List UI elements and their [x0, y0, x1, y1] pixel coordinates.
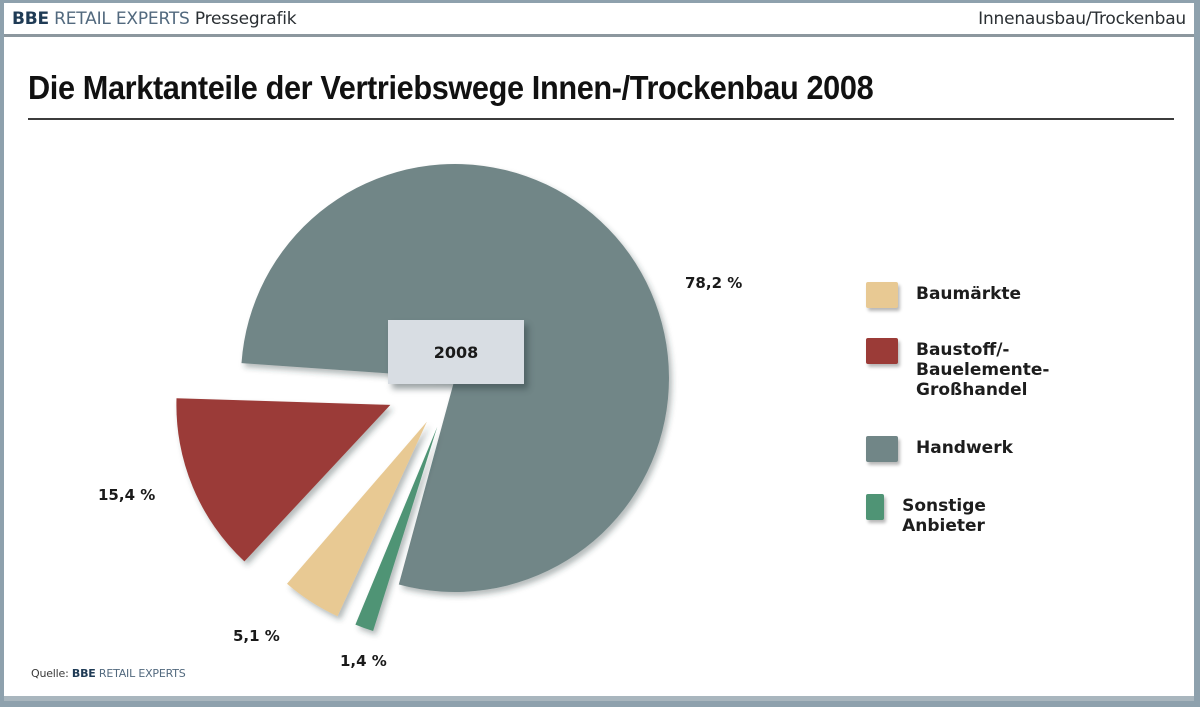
label-handwerk: 78,2 %	[685, 274, 743, 292]
pie-slice-baumaerkte	[287, 421, 427, 617]
legend-label: Baumärkte	[916, 284, 1022, 304]
chart-title: Die Marktanteile der Vertriebswege Innen…	[28, 69, 874, 106]
pie-slice-baustoff	[176, 398, 391, 562]
chart-frame: BBE RETAIL EXPERTS Pressegrafik Innenaus…	[4, 3, 1194, 701]
pie-slice-sonstige	[355, 426, 438, 631]
header-bar: BBE RETAIL EXPERTS Pressegrafik Innenaus…	[4, 3, 1194, 37]
legend-label: Baustoff/- Bauelemente- Großhandel	[916, 340, 1050, 400]
brand: BBE RETAIL EXPERTS Pressegrafik	[12, 9, 297, 29]
legend-swatch-baumaerkte	[866, 282, 898, 308]
label-sonstige: 1,4 %	[340, 652, 387, 670]
source-bbe: BBE	[71, 667, 96, 680]
legend-item-baumaerkte: Baumärkte	[866, 278, 1021, 308]
brand-suffix: Pressegrafik	[194, 9, 297, 29]
center-year-label: 2008	[388, 320, 524, 384]
legend-swatch-baustoff	[866, 338, 898, 364]
legend-swatch-handwerk	[866, 436, 898, 462]
label-baumaerkte: 5,1 %	[233, 627, 280, 645]
topic-label: Innenausbau/Trockenbau	[978, 9, 1186, 29]
legend-item-sonstige: Sonstige Anbieter	[866, 490, 1000, 536]
legend-label: Sonstige Anbieter	[902, 496, 986, 536]
brand-bbe: BBE	[12, 9, 49, 29]
source-note: Quelle: BBE RETAIL EXPERTS	[31, 667, 186, 680]
legend-item-handwerk: Handwerk	[866, 432, 1013, 462]
source-prefix: Quelle:	[31, 667, 69, 680]
legend-item-baustoff: Baustoff/- Bauelemente- Großhandel	[866, 334, 1049, 400]
legend-label: Handwerk	[916, 438, 1013, 458]
label-baustoff: 15,4 %	[98, 486, 156, 504]
bottom-border	[4, 696, 1194, 701]
legend-swatch-sonstige	[866, 494, 885, 520]
brand-retail-experts: RETAIL EXPERTS	[54, 9, 190, 29]
title-divider	[28, 118, 1174, 120]
source-retail: RETAIL EXPERTS	[98, 667, 186, 680]
